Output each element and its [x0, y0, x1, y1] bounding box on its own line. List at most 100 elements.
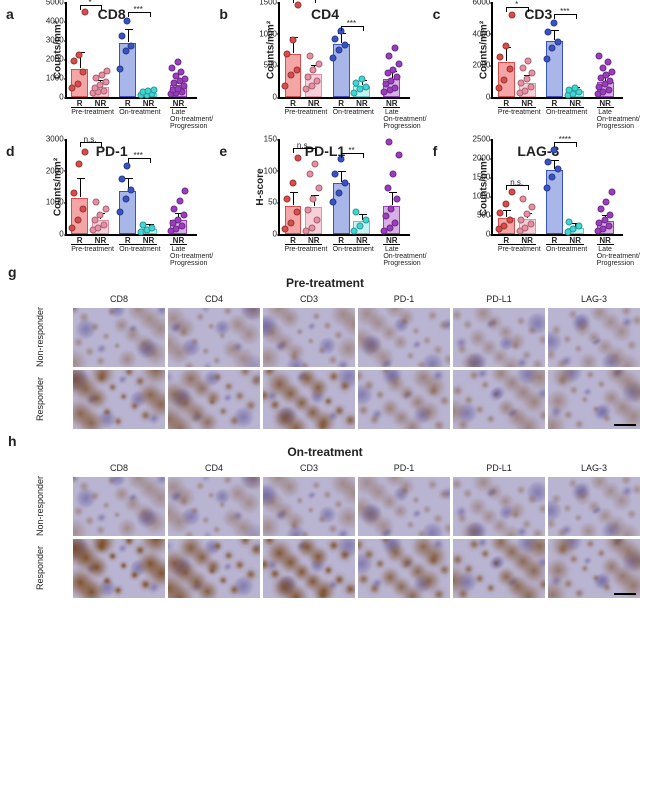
data-point [545, 29, 552, 36]
image-row-head: Responder [35, 369, 45, 429]
x-group-line [383, 107, 400, 108]
data-point [124, 18, 131, 25]
plot: 0200040006000Counts/mm²RNRRNRNRPre-treat… [453, 24, 623, 129]
sig-label: * [506, 0, 527, 9]
data-point [529, 70, 536, 77]
image-grid: CD8CD4CD3PD-1PD-L1LAG-3Non-responderResp… [10, 294, 640, 429]
ihc-tile [548, 477, 640, 536]
x-group-line [170, 107, 187, 108]
data-point [289, 37, 296, 44]
data-point [566, 219, 573, 226]
data-point [149, 224, 156, 231]
panel-label: e [219, 143, 227, 159]
data-point [310, 67, 317, 74]
x-group-label: Pre-treatment [71, 246, 109, 253]
panel-label: f [433, 143, 438, 159]
image-col-head: CD4 [168, 294, 260, 305]
image-row-head: Responder [35, 538, 45, 598]
x-group-line [546, 107, 584, 108]
ihc-stain [358, 370, 450, 429]
image-grid: CD8CD4CD3PD-1PD-L1LAG-3Non-responderResp… [10, 463, 640, 598]
ihc-stain [453, 308, 545, 367]
x-group-label: On-treatment [333, 109, 371, 116]
ihc-stain [453, 370, 545, 429]
x-group-line [119, 244, 157, 245]
data-point [503, 200, 510, 207]
panel-label: g [8, 264, 17, 280]
ihc-tile [263, 370, 355, 429]
data-point [358, 75, 365, 82]
data-point [304, 73, 311, 80]
ihc-stain [73, 308, 165, 367]
image-col-head: CD3 [263, 463, 355, 474]
data-point [102, 78, 109, 85]
y-tick: 2500 [473, 135, 491, 144]
section-title: On-treatment [10, 445, 640, 459]
x-group-label: Pre-treatment [498, 246, 536, 253]
x-group-label: On-treatment [119, 109, 157, 116]
image-row-head: Non-responder [35, 476, 45, 536]
ihc-tile [73, 370, 165, 429]
ihc-stain [453, 539, 545, 598]
data-point [518, 216, 525, 223]
ihc-stain [168, 539, 260, 598]
data-point [555, 38, 562, 45]
error-bar [293, 192, 294, 205]
data-point [74, 216, 81, 223]
data-point [93, 199, 100, 206]
data-point [97, 212, 104, 219]
data-point [388, 205, 395, 212]
ihc-tile [453, 477, 545, 536]
plot: 010002000300040005000Counts/mm²RNRRNRNRP… [27, 24, 197, 129]
data-point [139, 222, 146, 229]
data-point [356, 223, 363, 230]
data-point [117, 208, 124, 215]
data-point [332, 35, 339, 42]
y-tick: 0 [273, 230, 277, 239]
data-point [332, 170, 339, 177]
data-point [503, 43, 510, 50]
data-point [308, 224, 315, 231]
data-point [76, 161, 83, 168]
data-point [609, 68, 616, 75]
x-group-label: On-treatment [546, 109, 584, 116]
ihc-stain [168, 308, 260, 367]
data-point [128, 42, 135, 49]
data-point [551, 19, 558, 26]
y-tick: 1500 [259, 0, 277, 7]
data-point [306, 52, 313, 59]
sig-label: * [80, 0, 101, 7]
data-point [122, 196, 129, 203]
data-point [284, 196, 291, 203]
ihc-stain [263, 477, 355, 536]
ihc-stain [548, 370, 640, 429]
data-point [543, 56, 550, 63]
data-point [312, 161, 319, 168]
data-point [549, 44, 556, 51]
panel-label: c [433, 6, 441, 22]
ihc-stain [453, 477, 545, 536]
data-point [289, 180, 296, 187]
ihc-tile [453, 539, 545, 598]
panel-label: h [8, 433, 17, 449]
ihc-stain [548, 308, 640, 367]
data-point [282, 225, 289, 232]
image-row-head: Non-responder [35, 307, 45, 367]
data-point [314, 77, 321, 84]
data-point [551, 147, 558, 154]
y-axis-label: Counts/mm² [266, 20, 277, 78]
x-group-label: On-treatment [546, 246, 584, 253]
ihc-tile [263, 477, 355, 536]
data-point [80, 205, 87, 212]
ihc-tile [168, 370, 260, 429]
data-point [607, 78, 614, 85]
data-point [124, 162, 131, 169]
ihc-tile [358, 539, 450, 598]
data-point [128, 186, 135, 193]
panel-d: dPD-10100020003000Counts/mm²RNRRNRNRPre-… [6, 143, 217, 266]
y-tick: 3000 [46, 135, 64, 144]
data-point [74, 80, 81, 87]
ihc-tile [358, 477, 450, 536]
data-point [330, 199, 337, 206]
ihc-tile [453, 308, 545, 367]
